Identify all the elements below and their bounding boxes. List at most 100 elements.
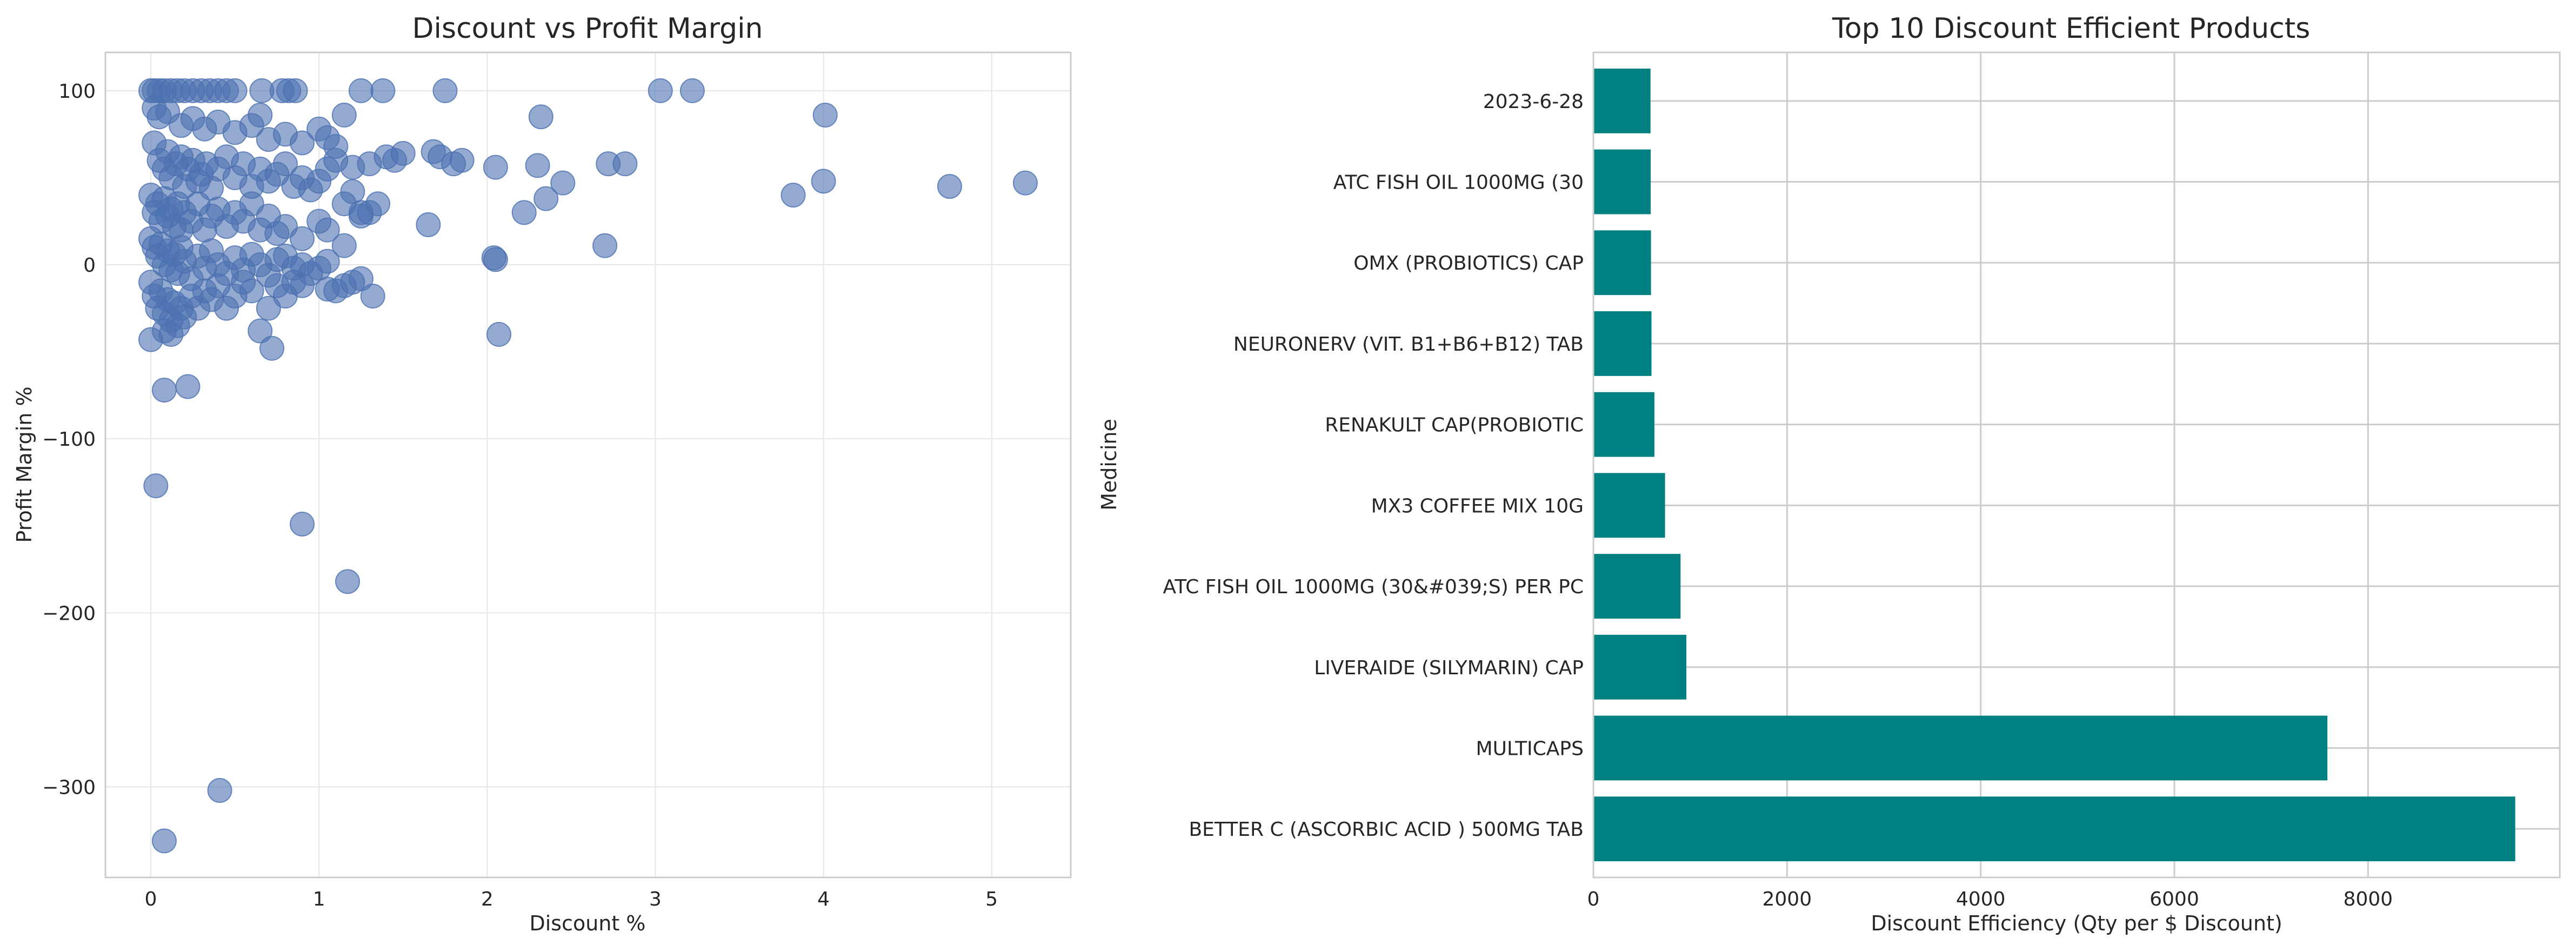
scatter-point	[592, 233, 618, 258]
scatter-point	[1012, 170, 1038, 196]
scatter-y-tick-label: −300	[42, 776, 96, 799]
bar-category-label: ATC FISH OIL 1000MG (30&#039;S) PER PC	[1163, 576, 1584, 598]
scatter-point	[416, 212, 441, 237]
bar-category-label: BETTER C (ASCORBIC ACID ) 500MG TAB	[1189, 819, 1584, 841]
bar-title: Top 10 Discount Efficient Products	[1832, 12, 2310, 45]
bar	[1593, 230, 1651, 296]
bar	[1593, 311, 1652, 376]
scatter-x-tick-label: 2	[481, 888, 493, 910]
scatter-chart: Discount vs Profit Margin 0 1 2 3 4 5 −300 −20…	[12, 12, 1072, 935]
scatter-point	[511, 200, 537, 225]
bar	[1593, 473, 1665, 538]
bar-y-axis-label: Medicine	[1097, 419, 1121, 511]
scatter-x-tick-label: 1	[313, 888, 325, 910]
scatter-x-tick-label: 5	[985, 888, 998, 910]
bar	[1593, 715, 2328, 781]
scatter-point	[151, 828, 177, 854]
bar-x-tick-label: 8000	[2343, 888, 2393, 910]
scatter-point	[525, 153, 550, 178]
bar-category-label: MX3 COFFEE MIX 10G	[1371, 495, 1584, 517]
scatter-point	[648, 78, 673, 103]
scatter-point	[331, 273, 357, 298]
bar-category-label: NEURONERV (VIT. B1+B6+B12) TAB	[1233, 333, 1584, 356]
scatter-point	[290, 512, 315, 537]
scatter-point	[390, 140, 416, 166]
scatter-y-tick-label: −200	[42, 602, 96, 625]
bar-plot-frame	[1592, 51, 2561, 879]
scatter-point	[175, 374, 201, 399]
scatter-point	[248, 102, 273, 128]
bar	[1593, 634, 1686, 700]
scatter-plot-frame	[104, 51, 1072, 879]
scatter-point	[323, 148, 349, 173]
scatter-point	[315, 249, 340, 274]
bar	[1593, 68, 1651, 133]
bar-category-label: ATC FISH OIL 1000MG (30	[1333, 172, 1584, 194]
bar-category-label: RENAKULT CAP(PROBIOTIC	[1325, 414, 1584, 437]
scatter-point	[290, 130, 315, 156]
scatter-point	[331, 233, 357, 258]
scatter-y-ticks: −300 −200 −100 0 100	[42, 81, 96, 799]
scatter-point	[483, 247, 508, 272]
scatter-point	[679, 78, 705, 103]
scatter-point	[360, 284, 385, 309]
bar-category-label: LIVERAIDE (SILYMARIN) CAP	[1314, 657, 1584, 679]
scatter-point	[151, 377, 177, 403]
bar-category-label: MULTICAPS	[1476, 738, 1584, 760]
bar-x-tick-label: 2000	[1763, 888, 1812, 910]
scatter-point	[272, 151, 298, 177]
scatter-point	[207, 777, 232, 803]
scatter-point	[449, 148, 475, 173]
bar-x-tick-label: 4000	[1956, 888, 2006, 910]
scatter-point	[158, 321, 184, 347]
scatter-y-tick-label: −100	[42, 428, 96, 451]
bar-x-ticks: 0 2000 4000 6000 8000	[1587, 888, 2393, 910]
scatter-point	[259, 336, 285, 361]
scatter-point	[335, 569, 361, 594]
bar-x-tick-label: 0	[1587, 888, 1600, 910]
bar-category-label: OMX (PROBIOTICS) CAP	[1353, 252, 1584, 274]
scatter-point	[357, 200, 382, 225]
scatter-point	[812, 102, 838, 128]
scatter-point	[248, 318, 273, 344]
scatter-point	[290, 273, 315, 298]
bar-x-tick-label: 6000	[2150, 888, 2199, 910]
bar	[1593, 796, 2515, 862]
bar	[1593, 149, 1651, 214]
bar-chart: Top 10 Discount Efficient Products 0 2000…	[1097, 12, 2561, 935]
scatter-point	[272, 214, 298, 239]
scatter-point	[143, 473, 169, 499]
scatter-point	[550, 170, 576, 196]
scatter-point	[486, 321, 512, 347]
scatter-point	[315, 217, 340, 243]
scatter-point	[256, 296, 281, 321]
scatter-points	[138, 78, 1038, 854]
scatter-point	[239, 278, 264, 304]
scatter-y-tick-label: 100	[58, 81, 96, 103]
bar	[1593, 554, 1681, 619]
scatter-point	[780, 183, 806, 208]
scatter-point	[811, 169, 836, 194]
bar-x-axis-label: Discount Efficiency (Qty per $ Discount)	[1871, 911, 2282, 935]
scatter-point	[612, 151, 638, 177]
scatter-point	[528, 104, 553, 130]
scatter-title: Discount vs Profit Margin	[412, 12, 763, 45]
bar	[1593, 392, 1654, 457]
scatter-point	[370, 78, 396, 103]
scatter-point	[290, 226, 315, 251]
bar-marks	[1593, 68, 2515, 862]
scatter-y-tick-label: 0	[83, 254, 96, 277]
scatter-point	[239, 191, 264, 217]
scatter-x-tick-label: 0	[145, 888, 157, 910]
bar-category-label: 2023-6-28	[1483, 91, 1584, 113]
scatter-point	[432, 78, 458, 103]
bar-category-labels: BETTER C (ASCORBIC ACID ) 500MG TAB MULTI…	[1163, 91, 1584, 841]
scatter-point	[340, 179, 365, 204]
scatter-point	[483, 155, 508, 180]
scatter-x-ticks: 0 1 2 3 4 5	[145, 888, 998, 910]
scatter-point	[283, 78, 308, 103]
scatter-point	[937, 174, 962, 199]
scatter-point	[348, 78, 373, 103]
scatter-y-axis-label: Profit Margin %	[12, 386, 36, 542]
scatter-point	[331, 102, 357, 128]
